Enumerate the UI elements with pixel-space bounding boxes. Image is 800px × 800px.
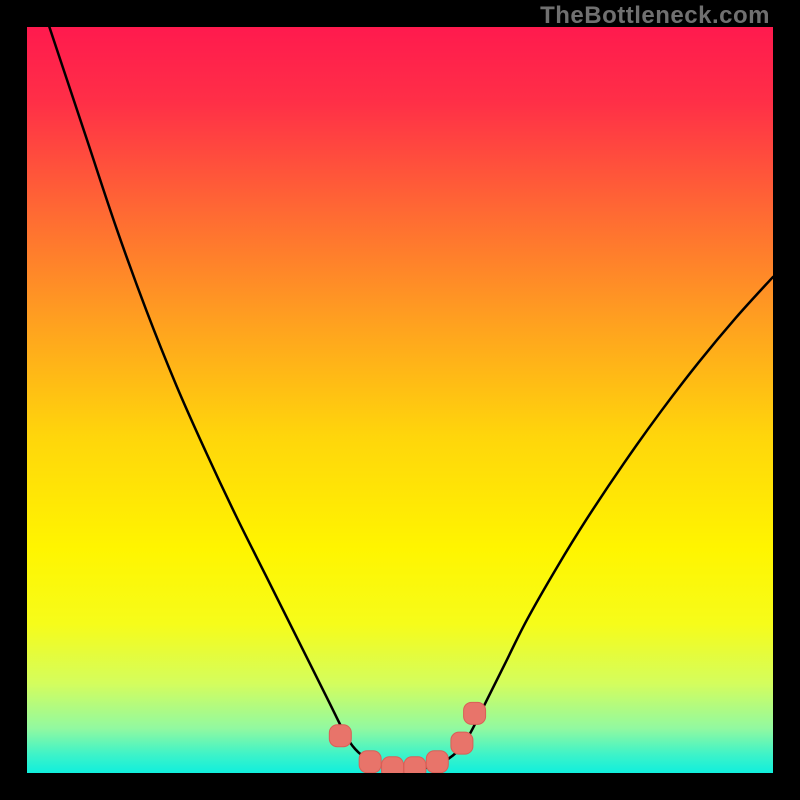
bottleneck-curve-chart — [27, 27, 773, 773]
watermark-text: TheBottleneck.com — [540, 2, 770, 30]
marker-point — [426, 751, 448, 773]
gradient-background — [27, 27, 773, 773]
marker-point — [329, 725, 351, 747]
marker-point — [404, 757, 426, 773]
marker-point — [464, 702, 486, 724]
marker-point — [359, 751, 381, 773]
marker-point — [382, 757, 404, 773]
marker-point — [451, 732, 473, 754]
